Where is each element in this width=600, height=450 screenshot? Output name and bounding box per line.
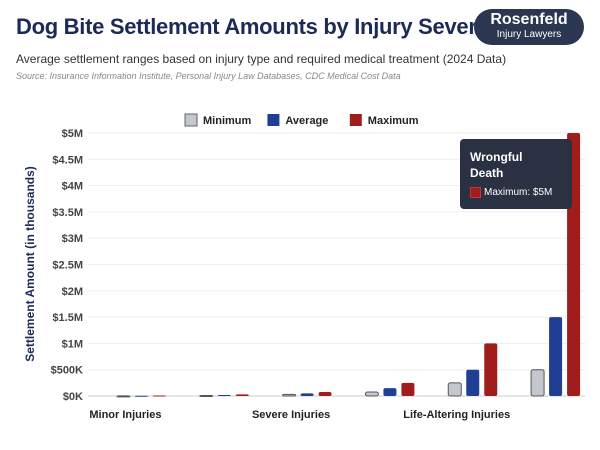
legend-label: Maximum [368,115,419,127]
y-tick-label: $3.5M [52,207,83,219]
bar-maximum [484,343,498,396]
legend-swatch-average [267,114,280,126]
y-tick-label: $4M [62,181,83,193]
legend-label: Average [285,115,328,127]
y-tick-label: $3M [62,233,83,245]
bar-average [134,395,148,397]
x-tick-label: Severe Injuries [252,409,330,421]
bar-maximum [235,394,249,396]
bar-minimum [447,382,462,397]
chart-source: Source: Insurance Information Institute,… [16,71,401,81]
x-tick-label: Life-Altering Injuries [403,409,510,421]
bar-maximum [401,382,415,396]
bar-average [217,394,231,396]
x-tick-label: Minor Injuries [89,409,161,421]
logo-name: Rosenfeld [490,11,568,28]
bar-maximum [152,395,166,397]
chart-title: Dog Bite Settlement Amounts by Injury Se… [16,14,502,39]
legend-swatch-minimum [184,113,198,127]
tooltip-row: Maximum: $5M [470,187,552,198]
bar-minimum [282,393,297,397]
y-tick-label: $2M [62,286,83,298]
bar-minimum [116,395,131,398]
bar-maximum [318,392,332,396]
rosenfeld-logo: Rosenfeld Injury Lawyers [474,9,584,45]
y-tick-label: $2.5M [52,260,83,272]
tooltip-value: Maximum: $5M [484,187,553,198]
legend-label: Minimum [203,115,251,127]
maximum-swatch [470,187,481,198]
y-tick-label: $0K [63,391,83,403]
bar-minimum [530,369,545,397]
bar-minimum [199,394,214,397]
tooltip-title: Wrongful Death [470,150,523,180]
y-tick-label: $1M [62,338,83,350]
y-axis-label: Settlement Amount (in thousands) [23,166,37,362]
logo-tagline: Injury Lawyers [496,29,562,40]
bar-average [383,388,397,396]
bar-average [300,393,314,396]
y-tick-label: $500K [51,365,83,377]
y-tick-label: $5M [62,128,83,140]
legend-swatch-maximum [349,114,362,126]
bar-average [549,317,563,396]
bar-average [466,369,480,396]
bar-minimum [364,391,379,397]
chart-subtitle: Average settlement ranges based on injur… [16,52,507,66]
y-tick-label: $1.5M [52,312,83,324]
y-tick-label: $4.5M [52,154,83,166]
tooltip: Wrongful Death Maximum: $5M [460,139,572,209]
